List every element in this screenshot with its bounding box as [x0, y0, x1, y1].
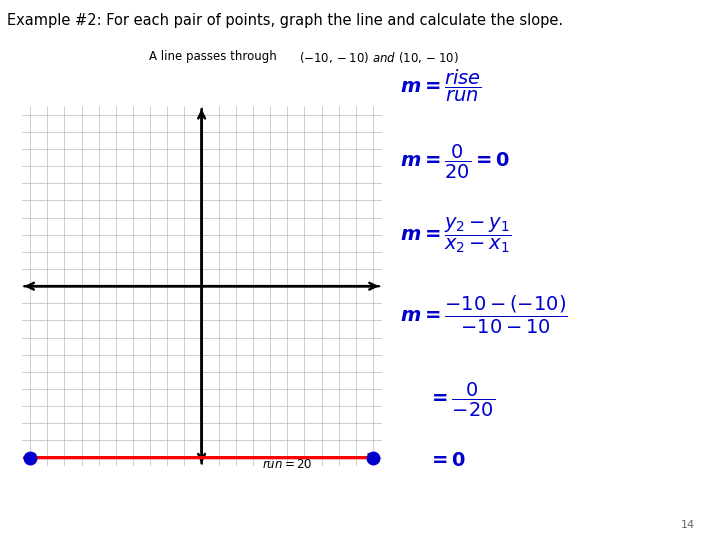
Text: 14: 14 — [680, 520, 695, 530]
Text: $run = 20$: $run = 20$ — [261, 458, 312, 471]
Text: $(-10,-10)\ \mathit{and}\ (10,-10)$: $(-10,-10)\ \mathit{and}\ (10,-10)$ — [299, 50, 459, 65]
Text: $\boldsymbol{m = \dfrac{0}{20} = 0}$: $\boldsymbol{m = \dfrac{0}{20} = 0}$ — [400, 143, 510, 181]
Text: $\boldsymbol{m = \dfrac{\mathit{rise}}{\mathit{run}}}$: $\boldsymbol{m = \dfrac{\mathit{rise}}{\… — [400, 68, 482, 104]
Text: A line passes through: A line passes through — [148, 50, 276, 63]
Text: Example #2: For each pair of points, graph the line and calculate the slope.: Example #2: For each pair of points, gra… — [7, 14, 563, 29]
Text: $\boldsymbol{m = \dfrac{\mathit{y_2 - y_1}}{\mathit{x_2 - x_1}}}$: $\boldsymbol{m = \dfrac{\mathit{y_2 - y_… — [400, 216, 511, 255]
Text: $\boldsymbol{= 0}$: $\boldsymbol{= 0}$ — [428, 451, 467, 470]
Text: $\boldsymbol{m = \dfrac{-10 - (-10)}{-10 - 10}}$: $\boldsymbol{m = \dfrac{-10 - (-10)}{-10… — [400, 294, 567, 336]
Text: $\boldsymbol{= \dfrac{0}{-20}}$: $\boldsymbol{= \dfrac{0}{-20}}$ — [428, 381, 495, 419]
